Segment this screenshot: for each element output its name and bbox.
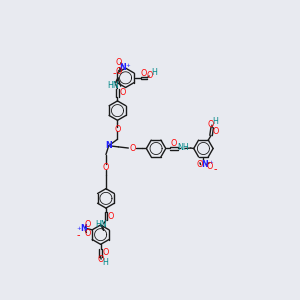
Text: HN: HN [95, 220, 107, 229]
Text: O: O [85, 229, 91, 238]
Text: O: O [207, 163, 213, 172]
Text: O: O [171, 140, 177, 148]
Text: O: O [103, 163, 109, 172]
Text: -: - [213, 164, 217, 174]
Text: O: O [84, 220, 91, 229]
Text: O: O [207, 120, 214, 129]
Text: O: O [130, 144, 136, 153]
Text: O: O [213, 127, 219, 136]
Text: O: O [114, 124, 121, 134]
Text: N: N [80, 224, 87, 233]
Text: N: N [119, 63, 126, 72]
Text: O: O [119, 88, 126, 97]
Text: O: O [108, 212, 114, 221]
Text: O: O [103, 248, 109, 257]
Text: +: + [208, 160, 213, 165]
Text: +: + [76, 226, 81, 231]
Text: O: O [196, 160, 203, 169]
Text: H: H [212, 117, 218, 126]
Text: N: N [201, 160, 208, 169]
Text: O: O [115, 67, 122, 76]
Text: -: - [112, 68, 116, 78]
Text: +: + [126, 63, 130, 68]
Text: HN: HN [107, 81, 119, 90]
Text: H: H [102, 258, 108, 267]
Text: O: O [146, 70, 153, 80]
Text: O: O [115, 58, 122, 67]
Text: O: O [141, 69, 147, 78]
Text: NH: NH [177, 143, 188, 152]
Text: N: N [105, 141, 112, 150]
Text: H: H [151, 68, 157, 77]
Text: O: O [98, 255, 104, 264]
Text: -: - [76, 230, 80, 240]
